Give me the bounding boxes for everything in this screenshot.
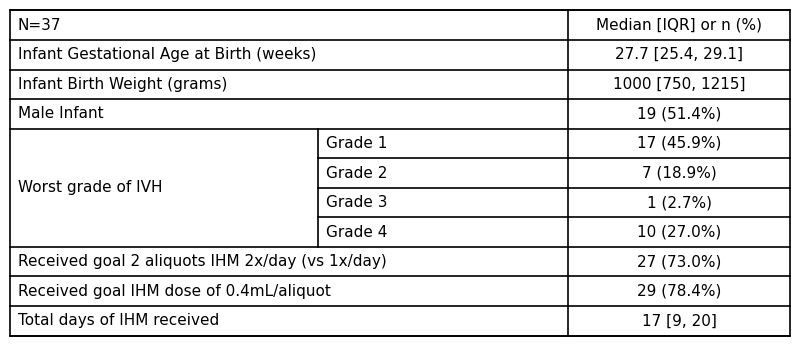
Text: Received goal 2 aliquots IHM 2x/day (vs 1x/day): Received goal 2 aliquots IHM 2x/day (vs …: [18, 254, 386, 269]
Text: 27 (73.0%): 27 (73.0%): [637, 254, 722, 269]
Text: 17 [9, 20]: 17 [9, 20]: [642, 313, 717, 328]
Text: Infant Gestational Age at Birth (weeks): Infant Gestational Age at Birth (weeks): [18, 47, 316, 62]
Text: 1000 [750, 1215]: 1000 [750, 1215]: [613, 77, 746, 92]
Text: Grade 1: Grade 1: [326, 136, 387, 151]
Text: Grade 3: Grade 3: [326, 195, 387, 210]
Text: 19 (51.4%): 19 (51.4%): [637, 106, 722, 121]
Text: N=37: N=37: [18, 18, 61, 33]
Text: 27.7 [25.4, 29.1]: 27.7 [25.4, 29.1]: [615, 47, 743, 62]
Text: Received goal IHM dose of 0.4mL/aliquot: Received goal IHM dose of 0.4mL/aliquot: [18, 284, 330, 299]
Text: 10 (27.0%): 10 (27.0%): [637, 225, 722, 240]
Text: 17 (45.9%): 17 (45.9%): [637, 136, 722, 151]
Text: Infant Birth Weight (grams): Infant Birth Weight (grams): [18, 77, 227, 92]
Text: Grade 4: Grade 4: [326, 225, 387, 240]
Text: 1 (2.7%): 1 (2.7%): [646, 195, 712, 210]
Text: Worst grade of IVH: Worst grade of IVH: [18, 180, 162, 195]
Text: 29 (78.4%): 29 (78.4%): [637, 284, 722, 299]
Text: 7 (18.9%): 7 (18.9%): [642, 165, 717, 181]
Text: Median [IQR] or n (%): Median [IQR] or n (%): [596, 18, 762, 33]
Text: Total days of IHM received: Total days of IHM received: [18, 313, 219, 328]
Text: Male Infant: Male Infant: [18, 106, 103, 121]
Text: Grade 2: Grade 2: [326, 165, 387, 181]
